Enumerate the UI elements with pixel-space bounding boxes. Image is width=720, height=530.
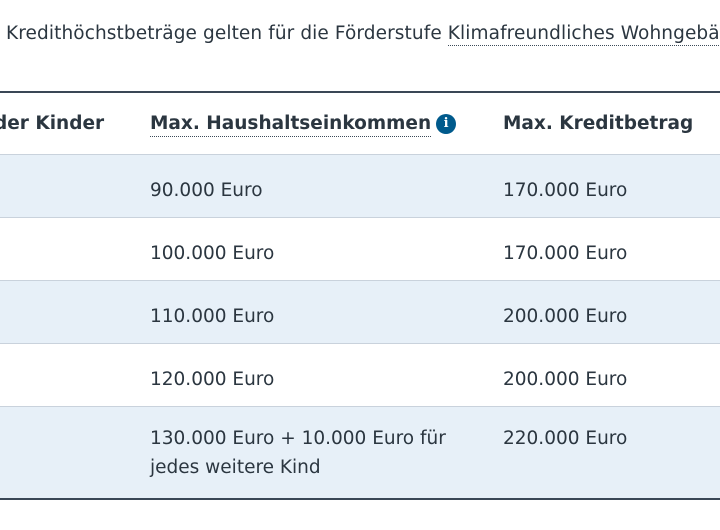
income-cell: 110.000 Euro bbox=[150, 306, 275, 327]
credit-cell: 170.000 Euro bbox=[503, 243, 628, 264]
credit-limit-table: der Kinder Max. Haushaltseinkommen i Max.… bbox=[0, 91, 720, 500]
header-income: Max. Haushaltseinkommen i bbox=[150, 113, 457, 137]
credit-cell: 200.000 Euro bbox=[503, 369, 628, 390]
intro-text: Kredithöchstbeträge gelten für die Förde… bbox=[6, 23, 720, 46]
header-children: der Kinder bbox=[0, 113, 105, 134]
income-cell: 90.000 Euro bbox=[150, 180, 263, 201]
table-row: 130.000 Euro + 10.000 Euro für jedes wei… bbox=[0, 407, 720, 500]
income-cell: 130.000 Euro + 10.000 Euro für jedes wei… bbox=[150, 424, 446, 482]
credit-cell: 220.000 Euro bbox=[503, 428, 628, 449]
table-row: 100.000 Euro 170.000 Euro bbox=[0, 218, 720, 281]
income-cell-line2: jedes weitere Kind bbox=[150, 457, 321, 478]
header-credit: Max. Kreditbetrag bbox=[503, 113, 694, 134]
intro-prefix: Kredithöchstbeträge gelten für die Förde… bbox=[6, 23, 448, 44]
table-row: 110.000 Euro 200.000 Euro bbox=[0, 281, 720, 344]
table-row: 120.000 Euro 200.000 Euro bbox=[0, 344, 720, 407]
foerderstufe-link[interactable]: Klimafreundliches Wohngebäude bbox=[447, 23, 720, 46]
info-icon[interactable]: i bbox=[436, 114, 457, 134]
income-cell: 100.000 Euro bbox=[150, 243, 275, 264]
income-cell-line1: 130.000 Euro + 10.000 Euro für bbox=[150, 428, 446, 449]
header-income-label: Max. Haushaltseinkommen bbox=[150, 113, 432, 137]
table-header: der Kinder Max. Haushaltseinkommen i Max.… bbox=[0, 93, 720, 155]
credit-cell: 170.000 Euro bbox=[503, 180, 628, 201]
table-row: 90.000 Euro 170.000 Euro bbox=[0, 155, 720, 218]
income-cell: 120.000 Euro bbox=[150, 369, 275, 390]
credit-cell: 200.000 Euro bbox=[503, 306, 628, 327]
